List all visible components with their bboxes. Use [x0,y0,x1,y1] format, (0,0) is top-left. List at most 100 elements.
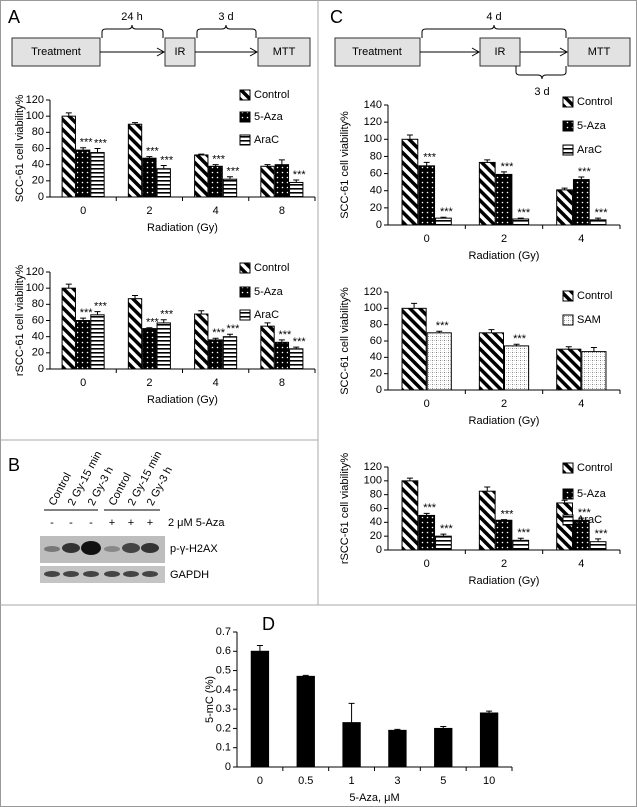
flow-interval: 24 h [121,11,142,23]
y-tick-label: 120 [26,94,44,106]
x-axis-label: Radiation (Gy) [147,394,218,406]
y-tick-label: 0 [38,191,44,203]
legend-label: AraC [577,514,602,526]
bar [495,173,513,226]
error-bar [565,346,572,350]
legend-swatch [562,462,574,474]
significance: *** [146,317,160,329]
significance: *** [94,137,108,149]
significance: *** [578,507,592,519]
error-bar [595,538,602,542]
significance: *** [513,333,527,345]
y-tick-label: 60 [370,502,382,514]
y-tick-label: 40 [370,185,382,197]
x-tick-label: 0 [424,233,430,245]
error-bar [517,537,524,541]
error-bar [561,187,568,190]
error-bar [94,311,101,315]
bar [289,181,304,198]
x-tick-label: 0 [424,398,430,410]
legend-swatch [562,144,574,156]
error-bar [293,346,300,349]
x-tick-label: 0 [80,377,86,389]
error-bar [411,302,418,309]
bar [289,348,304,370]
significance: *** [227,166,241,178]
error-bar [264,322,271,327]
significance: *** [517,527,531,539]
y-tick-label: 0 [38,363,44,375]
y-tick-label: 120 [364,286,382,298]
bar [401,138,419,226]
y-tick-label: 40 [370,351,382,363]
flow-interval: 4 d [486,11,501,23]
bar [479,712,499,768]
legend-swatch [239,134,251,146]
bar [208,165,223,198]
error-bar [198,310,205,315]
legend-label: Control [254,262,289,274]
x-tick-label: 2 [501,398,507,410]
legend-swatch [239,111,251,123]
y-tick-label: 0.5 [216,664,231,676]
error-bar [488,329,495,333]
y-tick-label: 80 [370,150,382,162]
y-tick-label: 0.7 [216,626,231,638]
bar [274,164,290,198]
significance: *** [212,327,226,339]
error-bar [132,122,139,125]
x-tick-label: 3 [394,775,400,787]
error-bar [293,179,300,183]
flow-box: IR [495,46,506,58]
bar [512,218,530,226]
legend-label: Control [577,96,612,108]
y-tick-label: 20 [370,530,382,542]
bar [61,115,76,198]
y-axis-label: SCC-61 cell viability% [339,111,351,219]
bar [434,727,453,768]
x-tick-label: 8 [279,377,285,389]
flow-diagram: Treatment IR MTT 4 d 3 d [334,11,631,98]
bar [512,539,530,551]
bar [589,541,607,551]
bar [435,217,452,226]
error-bar [561,499,568,503]
flow-box: Treatment [31,46,81,58]
band-label: p-γ-H2AX [170,543,218,555]
y-tick-label: 100 [364,302,382,314]
bar [222,336,238,370]
significance: *** [423,151,437,163]
legend-label: 5-Aza [577,120,607,132]
error-bar [160,164,167,169]
error-bar [146,156,153,159]
legend-swatch [239,286,251,298]
bar [61,287,76,370]
y-tick-label: 20 [370,202,382,214]
y-axis-label: SCC-61 cell viability% [339,287,351,395]
y-tick-label: 60 [370,167,382,179]
panel-label: D [262,614,275,634]
legend-label: 5-Aza [254,111,284,123]
legend-label: Control [577,290,612,302]
x-tick-label: 4 [213,205,219,217]
error-bar [80,317,87,321]
bar [478,332,505,391]
x-axis-label: Radiation (Gy) [147,222,218,234]
legend-swatch [562,96,574,108]
legend-swatch [239,309,251,321]
x-tick-label: 2 [501,233,507,245]
band-label: GAPDH [170,569,209,581]
error-bar [65,283,72,289]
error-bar [513,343,520,346]
x-tick-label: 2 [146,377,152,389]
error-bar [423,512,430,516]
error-bar [132,294,139,299]
x-axis-label: Radiation (Gy) [469,575,540,587]
significance: *** [517,207,531,219]
y-tick-label: 0.4 [216,684,231,696]
y-axis-label: SCC-61 cell viability% [14,94,26,202]
y-axis-label: 5-mC (%) [204,676,216,723]
error-bar [590,347,597,352]
significance: *** [146,145,160,157]
bar [418,165,436,226]
